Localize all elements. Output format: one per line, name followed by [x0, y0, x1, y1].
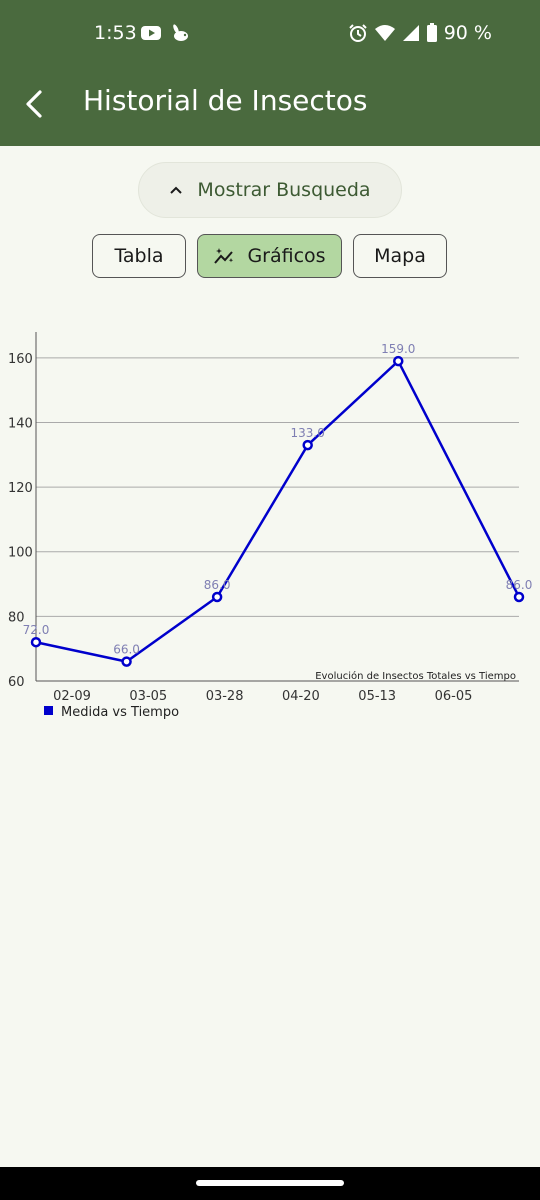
- y-tick-label: 160: [8, 352, 33, 367]
- legend-label: Medida vs Tiempo: [61, 705, 179, 720]
- x-tick-label: 02-09: [53, 689, 91, 704]
- x-tick-label: 06-05: [435, 689, 473, 704]
- youtube-icon: [141, 26, 161, 40]
- data-point: [393, 355, 404, 367]
- battery-icon: [426, 23, 437, 42]
- data-point: [302, 439, 313, 451]
- y-tick-label: 140: [8, 416, 33, 431]
- chevron-up-icon: [170, 186, 183, 194]
- back-button[interactable]: [14, 84, 54, 124]
- data-point: [513, 591, 525, 603]
- data-label: 66.0: [113, 643, 140, 657]
- x-tick-label: 05-13: [358, 689, 396, 704]
- status-bar: 1:53 90 %: [0, 0, 540, 64]
- data-point: [30, 636, 42, 648]
- tab-tabla[interactable]: Tabla: [92, 234, 186, 278]
- data-label: 159.0: [381, 342, 415, 356]
- series-line: [35, 359, 521, 663]
- wifi-icon: [374, 25, 395, 41]
- home-gesture-pill[interactable]: [196, 1180, 344, 1186]
- data-label: 86.0: [506, 578, 533, 592]
- alarm-icon: [349, 24, 367, 42]
- x-tick-label: 03-05: [129, 689, 167, 704]
- x-tick-label: 04-20: [282, 689, 320, 704]
- tab-mapa-label: Mapa: [374, 245, 426, 267]
- data-label: 133.0: [291, 426, 325, 440]
- tab-mapa[interactable]: Mapa: [353, 234, 447, 278]
- sparkle-chart-icon: [214, 248, 234, 264]
- show-search-label: Mostrar Busqueda: [197, 179, 371, 201]
- y-tick-label: 60: [8, 675, 25, 690]
- status-time: 1:53: [94, 22, 137, 44]
- data-label: 86.0: [204, 578, 231, 592]
- x-tick-label: 03-28: [206, 689, 244, 704]
- rabbit-icon: [173, 24, 188, 41]
- navigation-bar: [0, 1167, 540, 1200]
- page-title: Historial de Insectos: [83, 84, 368, 117]
- y-tick-label: 80: [8, 610, 25, 625]
- signal-icon: [402, 25, 419, 41]
- line-chart: 60 80 100 120 140 160 02-09 03-05 03-28 04-20 05-1…: [8, 332, 533, 720]
- data-point: [211, 591, 223, 603]
- tab-graficos[interactable]: Gráficos: [197, 234, 342, 278]
- chart-description: Evolución de Insectos Totales vs Tiempo: [315, 670, 516, 682]
- show-search-button[interactable]: Mostrar Busqueda: [138, 162, 402, 218]
- battery-level: 90 %: [443, 22, 492, 44]
- data-point: [121, 656, 132, 667]
- legend-swatch: [44, 706, 53, 715]
- app-bar: Historial de Insectos: [0, 64, 540, 146]
- tab-graficos-label: Gráficos: [247, 245, 326, 267]
- back-arrow-icon: [26, 90, 42, 118]
- data-label: 72.0: [23, 623, 50, 637]
- y-tick-label: 100: [8, 546, 33, 561]
- y-tick-label: 120: [8, 481, 33, 496]
- tab-tabla-label: Tabla: [114, 245, 164, 267]
